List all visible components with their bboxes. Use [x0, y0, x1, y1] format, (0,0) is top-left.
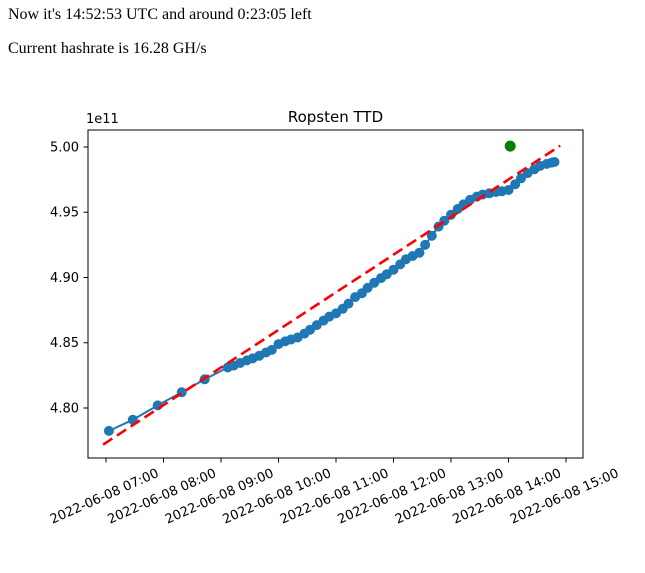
ttd-actual-point	[103, 425, 114, 436]
ttd-actual-point	[414, 247, 425, 258]
y-axis-offset-label: 1e11	[86, 112, 119, 127]
ttd-actual-point	[420, 239, 431, 250]
y-tick-label: 4.90	[50, 271, 79, 286]
y-tick-label: 4.80	[50, 402, 79, 417]
ttd-actual-point	[343, 298, 354, 309]
ttd-actual-point	[503, 185, 514, 195]
y-tick-label: 5.00	[50, 140, 79, 155]
ttd-actual-point	[266, 344, 277, 355]
ttd-actual-point	[388, 264, 399, 275]
ttd-prediction-line	[102, 144, 561, 446]
ttd-actual-point	[426, 230, 437, 241]
ttd-target-point	[504, 140, 516, 152]
chart-title: Ropsten TTD	[288, 108, 383, 126]
status-hashrate-text: Current hashrate is 16.28 GH/s	[8, 40, 207, 57]
plot-border	[87, 129, 584, 459]
ttd-actual-point	[549, 157, 560, 167]
y-tick-label: 4.95	[50, 206, 79, 221]
y-tick-label: 4.85	[50, 336, 79, 351]
status-time-text: Now it's 14:52:53 UTC and around 0:23:05…	[8, 6, 312, 23]
